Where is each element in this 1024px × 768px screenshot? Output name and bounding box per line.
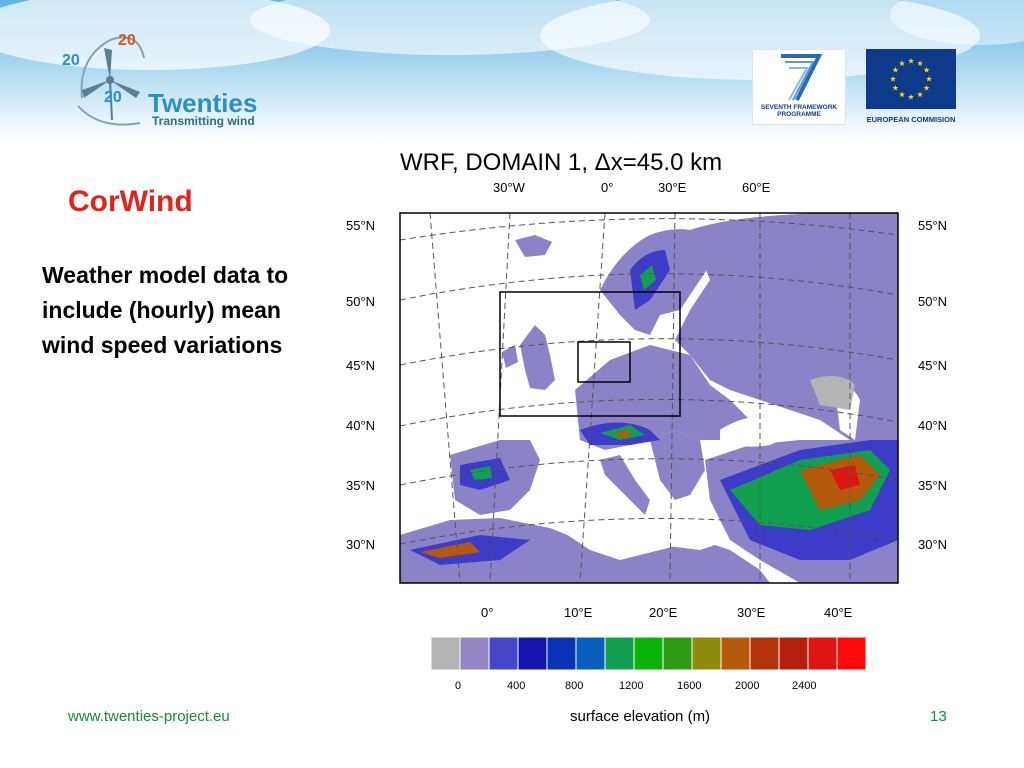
star-icon bbox=[923, 84, 930, 91]
lat-label-right: 30°N bbox=[918, 537, 947, 552]
star-icon bbox=[907, 93, 915, 100]
wind-turbine-icon bbox=[77, 36, 145, 126]
lat-label-left: 35°N bbox=[346, 478, 375, 493]
domain-2-box bbox=[499, 291, 681, 417]
bottom-lon-label: 0° bbox=[481, 605, 493, 620]
star-icon bbox=[907, 57, 915, 64]
colorbar-tick: 0 bbox=[455, 680, 461, 692]
map-plot-area bbox=[399, 212, 899, 584]
lat-label-left: 45°N bbox=[346, 358, 375, 373]
page-number: 13 bbox=[930, 708, 947, 725]
logo-name: Twenties bbox=[148, 88, 258, 118]
bottom-lon-label: 40°E bbox=[824, 605, 853, 620]
colorbar-swatch bbox=[691, 636, 722, 671]
logo-tagline: Transmitting wind bbox=[152, 114, 255, 128]
star-icon bbox=[892, 84, 899, 91]
eu-flag bbox=[866, 49, 956, 109]
colorbar-tick: 800 bbox=[565, 680, 583, 692]
lat-label-right: 40°N bbox=[918, 418, 947, 433]
colorbar-swatch bbox=[633, 636, 664, 671]
colorbar-swatch bbox=[778, 636, 809, 671]
colorbar-swatch bbox=[546, 636, 577, 671]
lat-label-left: 55°N bbox=[346, 218, 375, 233]
star-icon bbox=[916, 91, 924, 98]
bottom-lon-label: 20°E bbox=[649, 605, 678, 620]
lat-label-right: 55°N bbox=[918, 218, 947, 233]
colorbar-swatch bbox=[836, 636, 867, 671]
footer-url[interactable]: www.twenties-project.eu bbox=[68, 708, 230, 725]
bottom-lon-label: 10°E bbox=[564, 605, 593, 620]
colorbar-swatch bbox=[604, 636, 635, 671]
wrf-domain-map: WRF, DOMAIN 1, Δx=45.0 km 30°W 0° 30°E 6… bbox=[346, 149, 947, 725]
domain-3-box bbox=[577, 341, 631, 383]
star-icon bbox=[925, 75, 933, 82]
lat-label-left: 40°N bbox=[346, 418, 375, 433]
top-lon-label: 30°W bbox=[493, 180, 526, 195]
fp7-logo: SEVENTH FRAMEWORK PROGRAMME bbox=[752, 49, 846, 125]
star-icon bbox=[892, 66, 899, 73]
colorbar-swatch bbox=[749, 636, 780, 671]
lat-label-right: 50°N bbox=[918, 294, 947, 309]
logo-number-bottom: 20 bbox=[104, 89, 122, 106]
map-title: WRF, DOMAIN 1, Δx=45.0 km bbox=[400, 149, 722, 176]
colorbar-tick: 1200 bbox=[619, 680, 643, 692]
colorbar-tick: 1600 bbox=[677, 680, 701, 692]
sky-banner bbox=[0, 0, 1024, 140]
lat-label-right: 35°N bbox=[918, 478, 947, 493]
logo-number-top: 20 bbox=[118, 32, 136, 49]
colorbar-swatch bbox=[517, 636, 548, 671]
colorbar-swatch bbox=[488, 636, 519, 671]
elevation-colorbar bbox=[430, 636, 867, 671]
top-lon-label: 60°E bbox=[742, 180, 771, 195]
star-icon bbox=[923, 66, 930, 73]
colorbar-swatch bbox=[459, 636, 490, 671]
elevation-patches bbox=[410, 250, 898, 565]
colorbar-swatch bbox=[807, 636, 838, 671]
star-icon bbox=[898, 60, 906, 66]
star-icon bbox=[916, 60, 924, 66]
slide-title: CorWind bbox=[68, 185, 193, 218]
colorbar-tick: 2000 bbox=[735, 680, 759, 692]
bottom-lon-label: 30°E bbox=[737, 605, 766, 620]
colorbar-tick: 2400 bbox=[792, 680, 816, 692]
lat-label-left: 50°N bbox=[346, 294, 375, 309]
twenties-logo: 20 20 20 bbox=[62, 32, 145, 126]
colorbar-tick: 400 bbox=[507, 680, 525, 692]
lat-label-left: 30°N bbox=[346, 537, 375, 552]
seven-icon bbox=[781, 54, 823, 101]
star-icon bbox=[898, 91, 906, 98]
colorbar-swatch bbox=[575, 636, 606, 671]
fp7-label: SEVENTH FRAMEWORK PROGRAMME bbox=[760, 104, 838, 118]
top-lon-label: 0° bbox=[601, 180, 613, 195]
colorbar-swatch bbox=[720, 636, 751, 671]
colorbar-swatch bbox=[662, 636, 693, 671]
colorbar-swatch bbox=[430, 636, 461, 671]
colorbar-label: surface elevation (m) bbox=[570, 708, 710, 725]
top-lon-label: 30°E bbox=[658, 180, 687, 195]
eu-label: EUROPEAN COMMISION bbox=[866, 115, 956, 124]
logo-number-left: 20 bbox=[62, 52, 80, 69]
slide-body: Weather model data to include (hourly) m… bbox=[42, 262, 289, 358]
lat-label-right: 45°N bbox=[918, 358, 947, 373]
star-icon bbox=[889, 75, 897, 82]
